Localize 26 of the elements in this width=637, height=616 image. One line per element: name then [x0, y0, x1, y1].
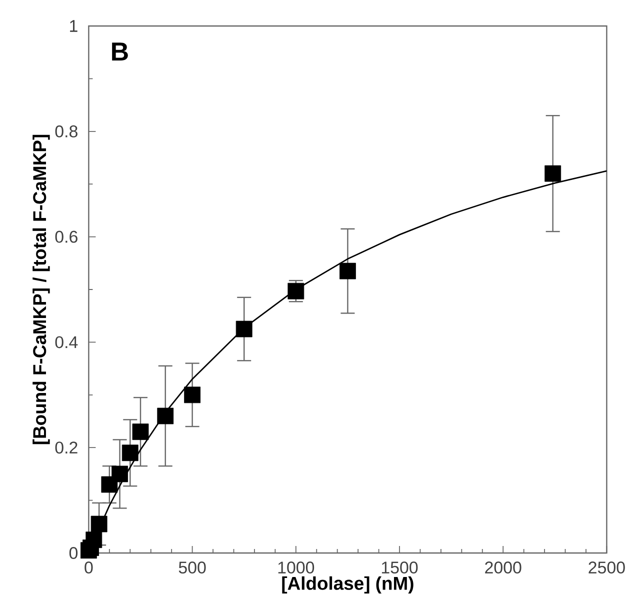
y-tick-label: 0.4 [55, 336, 78, 348]
point [86, 532, 102, 548]
x-tick-label: 500 [178, 562, 206, 574]
y-tick-label: 1 [70, 20, 78, 32]
point [340, 262, 356, 280]
y-tick-label: 0 [69, 547, 78, 559]
y-tick-label: 0.6 [55, 230, 78, 243]
x-tick-label: 2000 [485, 562, 522, 574]
point [90, 516, 108, 532]
x-tick-label: 1500 [382, 562, 418, 574]
point [288, 282, 304, 300]
x-tick-label: 1000 [278, 562, 314, 574]
y-axis-title: [Bound F-CaMKP] / [total F-CaMKP] [32, 134, 50, 444]
point [112, 466, 128, 482]
point [184, 386, 200, 404]
y-tick-label: 0.8 [55, 125, 78, 138]
annotation: B [112, 42, 128, 61]
point [236, 320, 252, 338]
point [132, 424, 149, 440]
point [122, 444, 138, 462]
point [544, 165, 562, 182]
y-tick-label: 0.2 [55, 442, 78, 454]
x-axis-title: [Aldolase] (nM) [282, 576, 414, 594]
point [157, 408, 174, 424]
x-tick-label: 0 [84, 562, 93, 574]
x-tick-label: 2500 [588, 562, 625, 574]
